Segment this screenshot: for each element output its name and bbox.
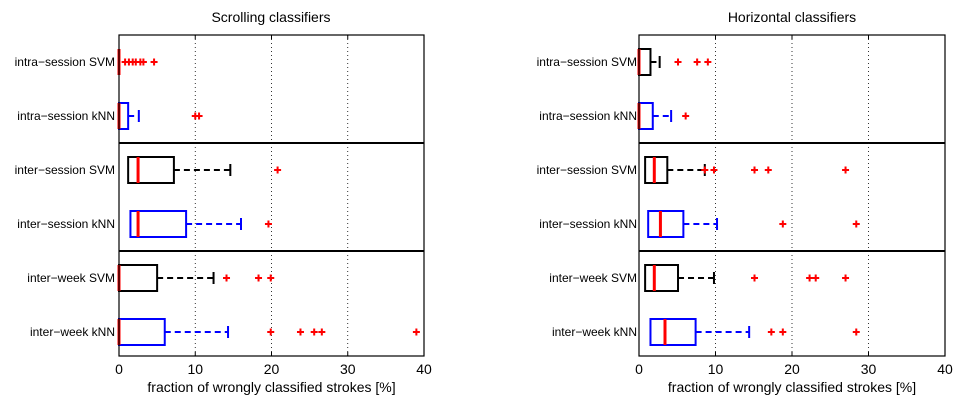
outlier-marker (767, 328, 775, 336)
box-3 (644, 156, 850, 184)
category-label: inter−session SVM (15, 163, 115, 177)
outlier-marker (296, 328, 304, 336)
outlier-marker (310, 328, 318, 336)
x-tick-label: 0 (635, 361, 643, 377)
category-label: inter−session kNN (17, 217, 115, 231)
box-rect (644, 156, 669, 184)
box-2 (637, 102, 690, 130)
box-3 (127, 156, 282, 184)
box-rect (118, 264, 159, 292)
outlier-marker (704, 58, 712, 66)
category-label: intra−session SVM (15, 55, 115, 69)
outlier-marker (223, 274, 231, 282)
x-axis-label: fraction of wrongly classified strokes [… (147, 379, 395, 395)
x-tick-label: 10 (187, 361, 203, 377)
chart-title: Scrolling classifiers (211, 9, 330, 25)
box-4 (647, 210, 860, 238)
chart-panel-1: intra−session SVM intra−session kNN inter−… (15, 9, 432, 395)
x-axis-label: fraction of wrongly classified strokes [… (668, 379, 916, 395)
box-4 (129, 210, 272, 238)
outlier-marker (150, 58, 158, 66)
outlier-marker (674, 58, 682, 66)
box-2 (117, 102, 203, 130)
category-label: inter−week kNN (552, 325, 637, 339)
x-tick-label: 30 (340, 361, 356, 377)
outlier-marker (195, 112, 203, 120)
category-label: intra−session kNN (17, 109, 115, 123)
box-6 (649, 318, 860, 346)
outlier-marker (852, 220, 860, 228)
outlier-marker (806, 274, 814, 282)
outlier-marker (751, 274, 759, 282)
x-tick-label: 20 (784, 361, 800, 377)
x-tick-label: 30 (861, 361, 877, 377)
category-label: intra−session SVM (537, 55, 637, 69)
outlier-marker (274, 166, 282, 174)
chart-panel-2: intra−session SVM intra−session kNN inter−… (537, 9, 953, 395)
outlier-marker (812, 274, 820, 282)
outlier-marker (267, 274, 275, 282)
outlier-marker (264, 220, 272, 228)
category-label: inter−week SVM (27, 271, 115, 285)
box-5 (117, 264, 275, 292)
x-tick-label: 0 (115, 361, 123, 377)
category-label: inter−week kNN (30, 325, 115, 339)
outlier-marker (267, 328, 275, 336)
x-tick-label: 40 (416, 361, 432, 377)
box-rect (127, 156, 175, 184)
outlier-marker (779, 220, 787, 228)
outlier-marker (751, 166, 759, 174)
outlier-marker (255, 274, 263, 282)
outlier-marker (318, 328, 326, 336)
outlier-marker (842, 274, 850, 282)
box-rect (129, 210, 188, 238)
outlier-marker (412, 328, 420, 336)
x-tick-label: 10 (708, 361, 724, 377)
outlier-marker (701, 166, 709, 174)
box-rect (638, 48, 652, 76)
outlier-marker (710, 166, 718, 174)
category-label: inter−session kNN (539, 217, 637, 231)
box-6 (117, 318, 420, 346)
box-1 (117, 49, 158, 75)
outlier-marker (682, 112, 690, 120)
category-label: intra−session kNN (539, 109, 637, 123)
box-1 (637, 48, 712, 76)
outlier-marker (764, 166, 772, 174)
box-5 (644, 264, 850, 292)
chart-title: Horizontal classifiers (728, 9, 856, 25)
box-rect (644, 264, 680, 292)
box-rect (118, 318, 166, 346)
outlier-marker (842, 166, 850, 174)
box-rect (649, 318, 697, 346)
x-tick-label: 20 (264, 361, 280, 377)
category-label: inter−week SVM (549, 271, 637, 285)
category-label: inter−session SVM (537, 163, 637, 177)
outlier-marker (693, 58, 701, 66)
outlier-marker (139, 58, 147, 66)
outlier-marker (779, 328, 787, 336)
box-rect (647, 210, 685, 238)
box-rect (638, 102, 654, 130)
outlier-marker (852, 328, 860, 336)
x-tick-label: 40 (937, 361, 953, 377)
